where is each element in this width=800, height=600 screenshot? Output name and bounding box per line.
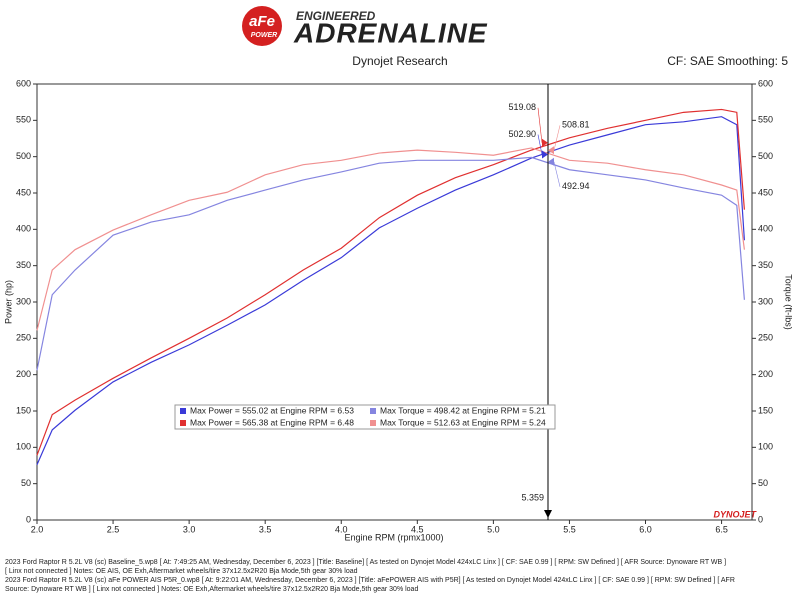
- y-tick-label: 400: [16, 224, 31, 234]
- footer-line: 2023 Ford Raptor R 5.2L V8 (sc) Baseline…: [5, 559, 726, 566]
- legend-swatch: [370, 408, 376, 414]
- legend-swatch: [370, 420, 376, 426]
- y-tick-label: 500: [16, 151, 31, 161]
- y-tick-label: 300: [16, 296, 31, 306]
- annotation-label: 519.08: [508, 102, 536, 112]
- cursor-label: 5.359: [521, 492, 544, 502]
- x-tick-label: 2.0: [31, 524, 44, 534]
- x-axis-label: Engine RPM (rpmx1000): [344, 532, 443, 542]
- annotation-label: 508.81: [562, 120, 590, 130]
- y2-tick-label: 500: [758, 151, 773, 161]
- legend-label: Max Power = 555.02 at Engine RPM = 6.53: [190, 405, 354, 415]
- y2-tick-label: 600: [758, 78, 773, 88]
- y-tick-label: 250: [16, 333, 31, 343]
- annotation-leader: [553, 161, 561, 187]
- x-tick-label: 6.5: [715, 524, 728, 534]
- y-tick-label: 150: [16, 405, 31, 415]
- y2-tick-label: 200: [758, 369, 773, 379]
- logo-badge-circle: [242, 6, 282, 46]
- y2-tick-label: 550: [758, 115, 773, 125]
- logo-brand: ADRENALINE: [293, 17, 488, 48]
- x-tick-label: 4.0: [335, 524, 348, 534]
- y-tick-label: 50: [21, 478, 31, 488]
- legend-box: [174, 404, 556, 430]
- legend-label: Max Power = 565.38 at Engine RPM = 6.48: [190, 417, 354, 427]
- annotation-leader: [553, 125, 561, 151]
- settings: CF: SAE Smoothing: 5: [667, 54, 788, 68]
- y2-tick-label: 450: [758, 187, 773, 197]
- x-tick-label: 6.0: [639, 524, 652, 534]
- y2-tick-label: 0: [758, 514, 763, 524]
- series-line: [36, 147, 745, 331]
- annotation-marker: [541, 138, 548, 147]
- annotation-marker: [547, 157, 554, 166]
- x-tick-label: 4.5: [411, 524, 424, 534]
- annotation-label: 492.94: [562, 181, 590, 191]
- logo-tagline: ENGINEERED: [296, 9, 376, 23]
- y2-axis-label: Torque (ft-lbs): [784, 274, 794, 330]
- y2-tick-label: 300: [758, 296, 773, 306]
- y2-tick-label: 100: [758, 442, 773, 452]
- footer-line: 2023 Ford Raptor R 5.2L V8 (sc) aFe POWE…: [5, 577, 735, 584]
- y2-tick-label: 350: [758, 260, 773, 270]
- y-tick-label: 450: [16, 187, 31, 197]
- company: Dynojet Research: [352, 54, 447, 68]
- y-tick-label: 100: [16, 442, 31, 452]
- y-tick-label: 550: [16, 115, 31, 125]
- y2-tick-label: 250: [758, 333, 773, 343]
- footer-line: Source: Dynoware RT WB ] [ Linx not conn…: [5, 586, 418, 593]
- plot-frame: [36, 83, 753, 521]
- legend-swatch: [180, 408, 186, 414]
- legend-label: Max Torque = 512.63 at Engine RPM = 5.24: [380, 417, 546, 427]
- dyno-logo: DYNOJET: [713, 509, 757, 519]
- cursor-arrow: [543, 510, 552, 518]
- logo-sub: POWER: [251, 32, 277, 39]
- y2-tick-label: 50: [758, 478, 768, 488]
- y-tick-label: 600: [16, 78, 31, 88]
- y2-tick-label: 150: [758, 405, 773, 415]
- series-line: [36, 156, 745, 371]
- annotation-leader: [537, 107, 543, 143]
- series-line: [36, 108, 745, 456]
- series-line: [36, 116, 745, 466]
- legend-label: Max Torque = 498.42 at Engine RPM = 5.21: [380, 405, 546, 415]
- y2-tick-label: 400: [758, 224, 773, 234]
- x-tick-label: 2.5: [107, 524, 120, 534]
- annotation-marker: [547, 146, 554, 155]
- y-tick-label: 200: [16, 369, 31, 379]
- x-tick-label: 3.5: [259, 524, 272, 534]
- y-tick-label: 350: [16, 260, 31, 270]
- annotation-leader: [537, 134, 543, 155]
- annotation-label: 502.90: [508, 129, 536, 139]
- x-tick-label: 5.5: [563, 524, 576, 534]
- footer-line: [ Linx not connected ] Notes: OE AIS, OE…: [5, 568, 358, 575]
- annotation-marker: [541, 150, 548, 159]
- y-axis-label: Power (hp): [3, 280, 13, 324]
- x-tick-label: 3.0: [183, 524, 196, 534]
- legend-swatch: [180, 420, 186, 426]
- y-tick-label: 0: [26, 514, 31, 524]
- x-tick-label: 5.0: [487, 524, 500, 534]
- logo-badge: aFe: [249, 13, 275, 30]
